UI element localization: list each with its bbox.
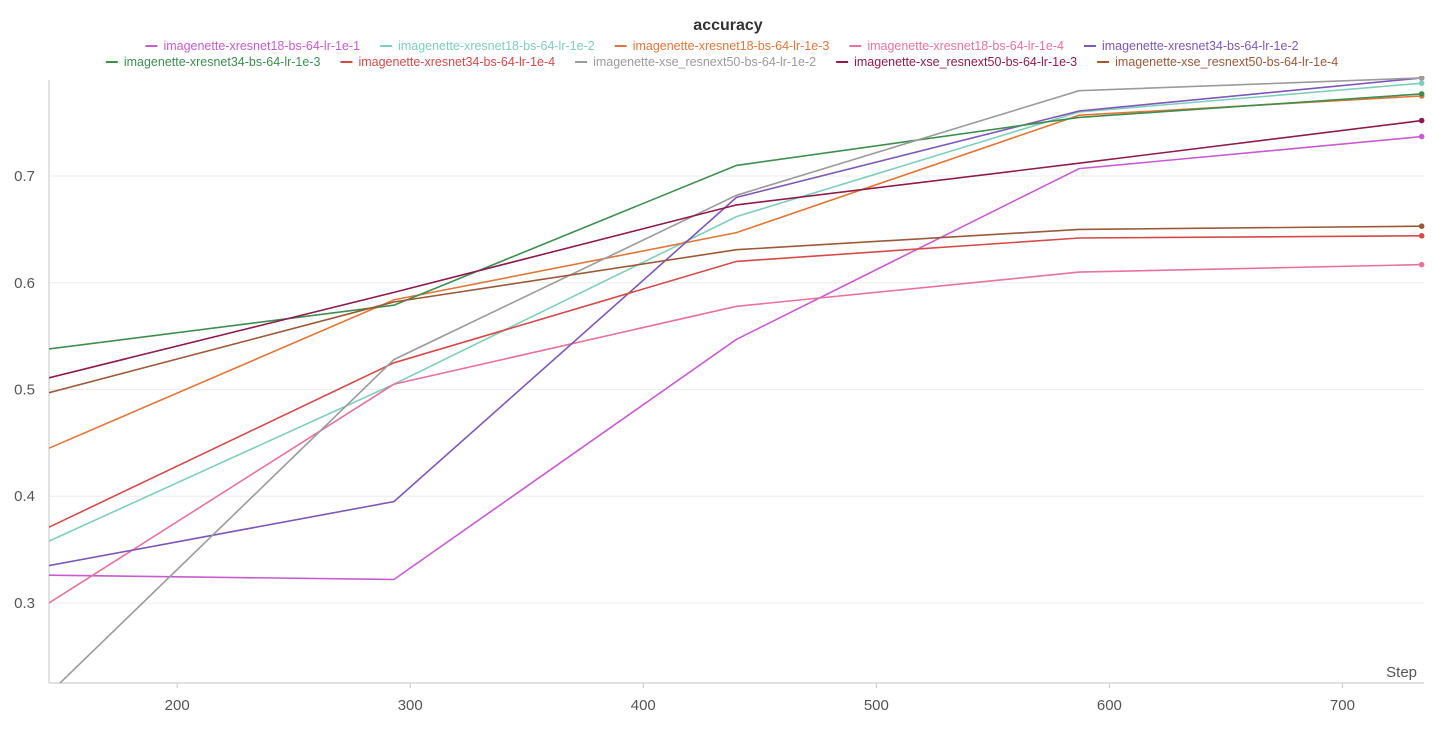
legend-label: imagenette-xse_resnext50-bs-64-lr-1e-3: [854, 55, 1077, 69]
legend-label: imagenette-xse_resnext50-bs-64-lr-1e-2: [593, 55, 816, 69]
y-tick-label: 0.6: [14, 275, 35, 292]
x-tick-label: 700: [1330, 697, 1355, 714]
series-endpoint-4[interactable]: [1418, 261, 1425, 268]
series-endpoint-8[interactable]: [1418, 75, 1425, 81]
legend-item[interactable]: imagenette-xresnet18-bs-64-lr-1e-1: [145, 39, 360, 53]
legend-label: imagenette-xse_resnext50-bs-64-lr-1e-4: [1115, 55, 1338, 69]
x-axis-label: Step: [1386, 664, 1417, 681]
legend-item[interactable]: imagenette-xresnet18-bs-64-lr-1e-3: [614, 39, 830, 53]
y-tick-label: 0.7: [14, 168, 35, 185]
legend-item[interactable]: imagenette-xresnet34-bs-64-lr-1e-3: [105, 55, 321, 69]
series-group: [49, 75, 1425, 694]
legend-label: imagenette-xresnet34-bs-64-lr-1e-2: [1102, 39, 1299, 53]
legend-item[interactable]: imagenette-xse_resnext50-bs-64-lr-1e-3: [836, 55, 1077, 69]
series-line-6[interactable]: [49, 93, 1422, 350]
series-endpoint-7[interactable]: [1418, 233, 1425, 239]
x-tick-label: 400: [631, 697, 656, 714]
legend-label: imagenette-xresnet18-bs-64-lr-1e-4: [867, 39, 1064, 53]
grid: [49, 175, 1424, 604]
legend-label: imagenette-xresnet18-bs-64-lr-1e-3: [633, 39, 830, 53]
series-line-7[interactable]: [49, 235, 1422, 528]
series-line-2[interactable]: [49, 82, 1422, 542]
legend: imagenette-xresnet18-bs-64-lr-1e-1 imagen…: [105, 39, 1338, 69]
legend-item[interactable]: imagenette-xresnet18-bs-64-lr-1e-2: [380, 39, 595, 53]
x-tick-label: 500: [864, 697, 889, 714]
series-endpoint-1[interactable]: [1418, 133, 1425, 140]
x-tick-label: 300: [398, 697, 423, 714]
legend-item[interactable]: imagenette-xse_resnext50-bs-64-lr-1e-4: [1097, 55, 1338, 69]
legend-label: imagenette-xresnet18-bs-64-lr-1e-2: [398, 39, 595, 53]
series-endpoint-6[interactable]: [1418, 91, 1425, 97]
legend-item[interactable]: imagenette-xresnet34-bs-64-lr-1e-2: [1083, 39, 1299, 53]
legend-item[interactable]: imagenette-xresnet18-bs-64-lr-1e-4: [849, 39, 1064, 53]
series-line-8[interactable]: [49, 77, 1422, 694]
series-line-9[interactable]: [49, 119, 1422, 379]
series-endpoint-10[interactable]: [1418, 223, 1425, 230]
series-line-4[interactable]: [49, 263, 1422, 604]
axes: 0.3 0.4 0.5 0.6 0.7 200 300 400 500 600 700: [14, 80, 1424, 714]
series-line-10[interactable]: [49, 225, 1422, 394]
legend-label: imagenette-xresnet34-bs-64-lr-1e-3: [124, 55, 321, 69]
legend-label: imagenette-xresnet18-bs-64-lr-1e-1: [163, 39, 360, 53]
chart-title: accuracy: [693, 17, 762, 34]
series-endpoint-2[interactable]: [1418, 80, 1425, 87]
series-line-5[interactable]: [49, 77, 1422, 567]
series-line-3[interactable]: [49, 95, 1422, 449]
y-tick-label: 0.3: [14, 595, 35, 612]
series-line-1[interactable]: [49, 135, 1422, 581]
legend-item[interactable]: imagenette-xresnet34-bs-64-lr-1e-4: [340, 55, 555, 69]
y-tick-label: 0.4: [14, 488, 35, 505]
legend-item[interactable]: imagenette-xse_resnext50-bs-64-lr-1e-2: [575, 55, 816, 69]
x-tick-label: 600: [1097, 697, 1122, 714]
y-tick-label: 0.5: [14, 382, 35, 399]
legend-label: imagenette-xresnet34-bs-64-lr-1e-4: [358, 55, 555, 69]
series-endpoint-9[interactable]: [1418, 117, 1425, 124]
x-tick-label: 200: [165, 697, 190, 714]
